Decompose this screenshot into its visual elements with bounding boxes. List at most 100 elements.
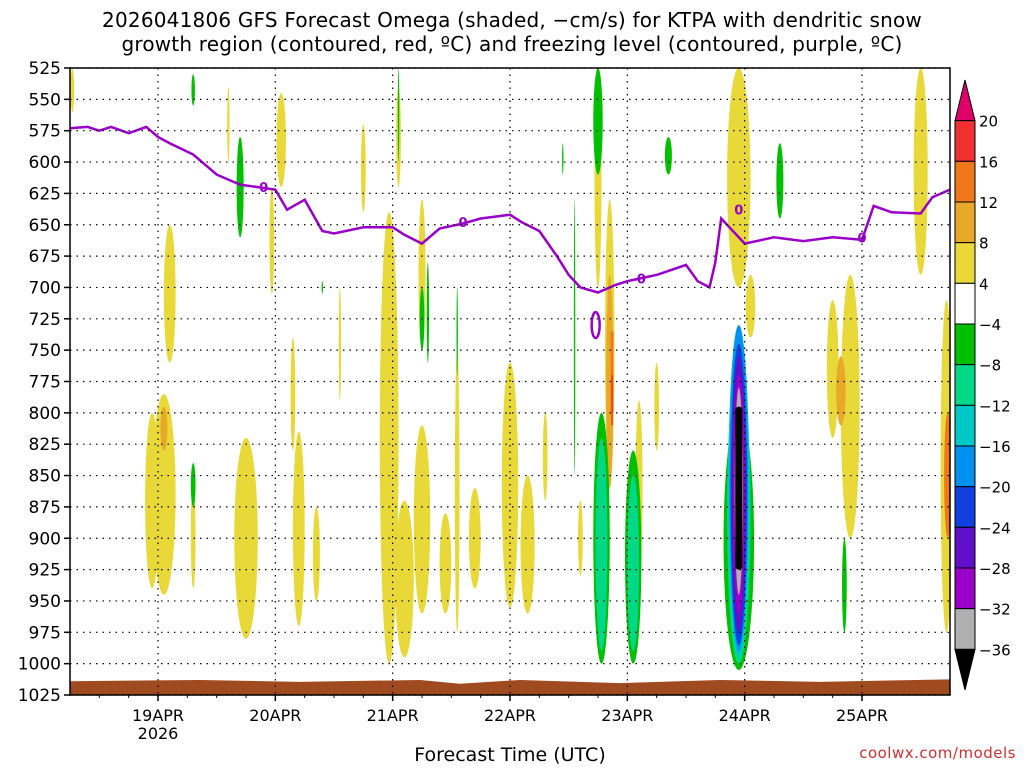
- y-tick-label: 925: [29, 561, 61, 581]
- source-credit[interactable]: coolwx.com/models: [859, 744, 1016, 762]
- y-tick-label: 575: [29, 122, 61, 142]
- weak-uplift-region: [439, 513, 452, 614]
- weak-uplift-region: [826, 299, 839, 438]
- weak-uplift-region: [395, 500, 414, 658]
- freezing-level-label: 0: [857, 231, 866, 246]
- weak-sink-region: [397, 68, 400, 163]
- freezing-level-loop: [590, 310, 601, 340]
- colorbar-swatch: [954, 608, 976, 650]
- axes: 525 550 575 600 625 650 675 700 725 750 775 800 825 8…: [18, 59, 888, 743]
- weak-uplift-region: [290, 337, 296, 451]
- colorbar-swatch: [954, 404, 976, 447]
- colorbar-label: 12: [979, 194, 998, 212]
- colorbar-label: −12: [979, 397, 1011, 415]
- sink-region-23apr-b-inner: [627, 475, 640, 652]
- colorbar-label: −16: [979, 438, 1011, 456]
- colorbar-top-triangle: [954, 79, 976, 122]
- weak-sink-region: [456, 287, 458, 376]
- colorbar-label: −24: [979, 519, 1011, 537]
- y-tick-label: 975: [29, 623, 61, 643]
- weak-uplift-region: [163, 224, 176, 363]
- chart-title-line-2: growth region (contoured, red, ºC) and f…: [121, 32, 903, 56]
- weak-uplift-region: [413, 425, 431, 614]
- colorbar: 20 16 12 8 4 −4 −8 −12 −16 −20 −24 −28 −32 −36: [954, 79, 1011, 691]
- x-tick-label: 25APR: [836, 706, 888, 725]
- colorbar-swatch: [954, 445, 976, 488]
- ground-terrain: [70, 679, 950, 695]
- weak-sink-region: [562, 143, 564, 175]
- weak-sink-region: [573, 199, 576, 476]
- weak-sink-region: [842, 538, 847, 633]
- strongest-sink-core: [735, 406, 743, 570]
- y-tick-label: 950: [29, 592, 61, 612]
- colorbar-swatch: [954, 567, 976, 610]
- weak-uplift-region: [542, 412, 548, 501]
- colorbar-bottom-triangle: [954, 648, 976, 691]
- weak-sink-region: [191, 74, 195, 106]
- y-tick-label: 700: [29, 278, 61, 298]
- freezing-level-label: 0: [459, 216, 468, 231]
- weak-uplift-region: [269, 187, 275, 294]
- x-tick-label: 20APR: [249, 706, 301, 725]
- weak-uplift-region: [227, 86, 230, 163]
- chart-title-line-1: 2026041806 GFS Forecast Omega (shaded, −…: [102, 8, 922, 32]
- weak-sink-region: [426, 262, 430, 363]
- weak-sink-region: [190, 463, 196, 507]
- y-tick-label: 600: [29, 153, 61, 173]
- weak-uplift-region: [292, 431, 305, 627]
- weak-uplift-region: [145, 412, 160, 589]
- y-tick-label: 675: [29, 247, 61, 267]
- x-tick-label: 23APR: [601, 706, 653, 725]
- weak-uplift-region: [913, 68, 928, 275]
- colorbar-swatch: [954, 201, 976, 244]
- y-tick-label: 1025: [18, 686, 61, 706]
- grid-lines: [70, 67, 950, 696]
- sink-region-23apr-inner: [595, 437, 608, 652]
- weak-uplift-region: [70, 68, 75, 112]
- colorbar-label: −20: [979, 479, 1011, 497]
- y-tick-label: 625: [29, 184, 61, 204]
- y-tick-label: 525: [29, 59, 61, 79]
- freezing-level-label: 0: [259, 181, 268, 196]
- weak-uplift-region: [190, 481, 196, 589]
- freezing-level-label: 0: [734, 204, 743, 219]
- y-tick-label: 1000: [18, 655, 61, 675]
- moderate-uplift-region-19apr: [160, 406, 168, 451]
- weak-uplift-region: [520, 475, 535, 614]
- weak-uplift-region: [379, 212, 399, 664]
- x-tick-label: 22APR: [484, 706, 536, 725]
- weak-sink-region: [236, 136, 244, 238]
- weak-sink-region: [776, 143, 784, 219]
- y-tick-label: 750: [29, 341, 61, 361]
- weak-uplift-region: [338, 287, 342, 401]
- colorbar-swatch: [954, 526, 976, 569]
- x-tick-label: 21APR: [367, 706, 419, 725]
- y-tick-label: 650: [29, 216, 61, 236]
- weak-sink-region: [664, 136, 672, 175]
- y-tick-label: 725: [29, 310, 61, 330]
- y-tick-label: 800: [29, 404, 61, 424]
- x-year-label: 2026: [138, 724, 179, 743]
- y-tick-label: 850: [29, 467, 61, 487]
- y-tick-label: 900: [29, 529, 61, 549]
- moderate-uplift-region-25apr: [836, 356, 846, 426]
- colorbar-label: −36: [979, 641, 1011, 659]
- colorbar-label: 4: [979, 275, 989, 293]
- weak-uplift-region: [578, 500, 583, 576]
- weak-uplift-region: [654, 362, 660, 451]
- colorbar-swatch: [954, 120, 976, 162]
- x-tick-label: 24APR: [719, 706, 771, 725]
- weak-sink-region: [321, 281, 323, 294]
- colorbar-label: −4: [979, 316, 1001, 334]
- colorbar-swatch: [954, 364, 976, 406]
- colorbar-label: 16: [979, 153, 998, 171]
- weak-sink-region: [593, 68, 603, 175]
- weak-uplift-region: [468, 488, 481, 589]
- weak-uplift-region: [454, 350, 460, 633]
- weak-uplift-region: [360, 124, 366, 213]
- y-tick-label: 875: [29, 498, 61, 518]
- colorbar-label: −32: [979, 601, 1011, 619]
- colorbar-label: 8: [979, 235, 989, 253]
- colorbar-swatch: [954, 242, 976, 284]
